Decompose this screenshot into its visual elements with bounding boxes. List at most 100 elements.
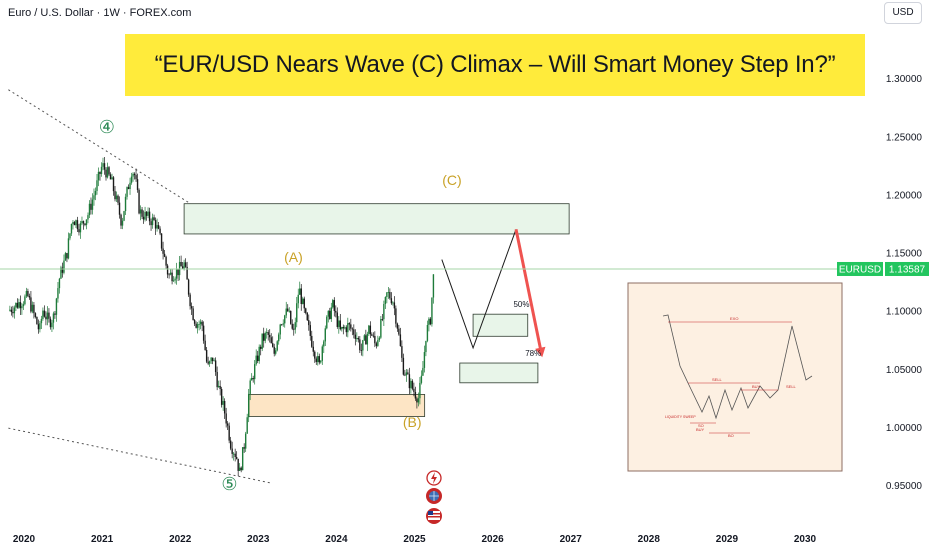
candle-body [76,220,79,230]
candle-body [204,340,206,350]
candle-body [342,326,345,329]
candle-body [168,274,170,276]
candle-body [108,167,110,175]
annotation-5: 50% [513,300,529,309]
candle-body [293,328,295,330]
candle-body [147,211,149,216]
y-tick-label-6: 1.00000 [886,423,923,434]
candle-body [195,323,197,328]
candle-body [390,298,393,304]
candle-body [135,175,137,180]
candle-body [231,448,233,454]
candle-body [85,219,88,226]
symbol-title[interactable]: Euro / U.S. Dollar · 1W · FOREX.com [8,7,192,19]
candle-body [241,447,244,471]
candle-body [252,378,254,380]
candle-body [142,216,145,220]
candle-body [405,372,408,376]
lightning-icon[interactable] [426,470,442,486]
candle-body [354,334,357,339]
inset-box [627,282,843,472]
price-label: EURUSD 1.13587 [837,261,929,276]
x-tick-label-8: 2028 [638,534,661,545]
candle-body [285,308,287,316]
candle-body [51,322,53,328]
candle-body [30,297,32,312]
candle-body [432,274,435,298]
candle-body [422,367,424,376]
candle-body [120,214,122,226]
projection-red-arrow [514,228,543,352]
candle-body [321,346,323,361]
candle-body [132,173,134,177]
candle-body [425,340,427,353]
candle-body [423,352,426,368]
candle-body [79,223,82,233]
candle-body [81,221,83,224]
candle-body [247,393,250,418]
candle-body [88,203,91,216]
candle-body [431,297,433,325]
currency-button[interactable]: USD [884,2,922,24]
candle-body [127,187,130,189]
candle-body [151,217,154,226]
candle-body [348,323,351,325]
candle-body [372,335,375,337]
globe-icon[interactable] [426,488,442,504]
candle-body [148,211,151,222]
x-tick-label-6: 2026 [481,534,504,545]
candle-body [105,169,107,178]
candle-body [34,313,37,317]
projection-red-arrowhead [535,346,546,358]
candle-body [72,222,74,224]
candle-body [49,318,52,328]
candle-body [184,262,187,267]
y-tick-label-7: 0.95000 [886,481,923,492]
candle-body [347,323,349,333]
x-tick-label-3: 2023 [247,534,270,545]
candle-body [338,320,340,327]
price-label-symbol-box [837,261,883,276]
candle-body [303,298,305,309]
candle-body [234,453,236,458]
candle-body [333,300,335,311]
candle-body [117,195,119,203]
candle-body [360,350,363,351]
candle-body [288,310,290,312]
candle-body [359,339,361,351]
candle-body [315,358,317,362]
candle-body [192,308,194,321]
candle-body [82,221,85,224]
candle-body [75,220,77,226]
candle-body [335,310,337,313]
price-axis[interactable]: 1.30000 1.25000 1.20000 1.15000 1.10000 1.050… [886,74,923,492]
candle-body [396,323,399,329]
candle-body [115,195,118,200]
candle-body [64,253,67,261]
candle-body [324,328,326,342]
x-tick-label-7: 2027 [560,534,583,545]
candle-body [114,191,116,200]
candle-body [40,318,43,324]
candle-body [253,364,256,380]
candle-body [419,382,421,399]
candle-body [42,310,44,319]
candle-body [232,453,235,455]
candle-body [426,325,429,341]
candle-body [66,253,68,259]
x-tick-label-1: 2021 [91,534,114,545]
candle-body [408,374,411,389]
candle-body [31,304,34,312]
candle-body [220,388,223,405]
us-flag-icon[interactable] [426,508,442,524]
candle-body [374,335,376,344]
candle-body [399,334,402,347]
candle-body [156,225,158,229]
candle-body [350,324,352,329]
candle-body [368,325,370,334]
time-axis[interactable]: 2020 2021 2022 2023 2024 2025 2026 2027 2028 2029… [13,534,817,545]
y-tick-label-0: 1.30000 [886,74,923,85]
candle-body [365,335,367,345]
candle-body [380,319,382,338]
